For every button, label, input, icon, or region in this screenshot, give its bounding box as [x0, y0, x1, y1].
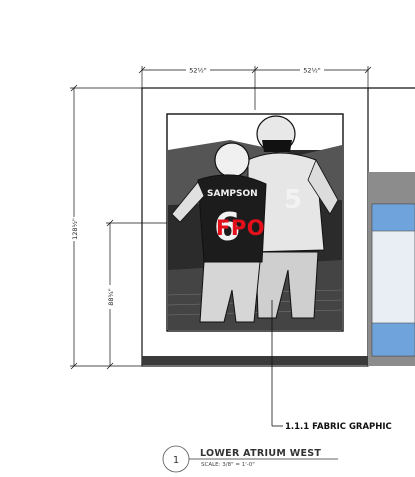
jersey-name: SAMPSON	[207, 189, 258, 199]
drawing-number: 1	[173, 455, 179, 466]
dim-height-graphic: 88¾"	[107, 288, 115, 306]
drawing-title-block: 1 LOWER ATRIUM WEST SCALE: 3/8" = 1'-0"	[162, 445, 338, 473]
dimension-width	[138, 66, 372, 110]
fpo-label: FPO	[216, 216, 265, 240]
callout-leader	[271, 300, 283, 427]
drawing-title: LOWER ATRIUM WEST	[200, 448, 321, 459]
drawing-scale: SCALE: 3/8" = 1'-0"	[201, 462, 255, 468]
callout-label: 1.1.1 FABRIC GRAPHIC	[285, 422, 392, 432]
jersey-number: 6	[214, 205, 240, 249]
dim-height-total: 128½"	[71, 218, 79, 240]
svg-text:5: 5	[284, 185, 302, 215]
storefront-window	[368, 172, 415, 366]
fabric-graphic: 5 SAMPSON 6 FPO	[166, 113, 344, 332]
dim-width-right: 52½"	[303, 67, 321, 75]
dim-width-left: 52½"	[189, 67, 207, 75]
base-band	[142, 356, 368, 365]
